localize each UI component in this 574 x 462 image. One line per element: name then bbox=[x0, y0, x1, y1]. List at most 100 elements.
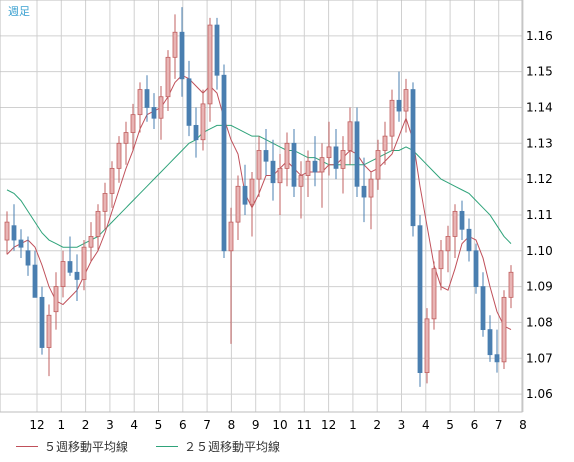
candle-body-up bbox=[452, 210, 458, 237]
candle-body-down bbox=[221, 74, 227, 252]
x-tick-label: 10 bbox=[272, 418, 287, 432]
y-tick-label: 1.06 bbox=[526, 387, 553, 401]
candle-body-down bbox=[242, 185, 248, 205]
candle-body-down bbox=[410, 89, 416, 227]
candle-body-down bbox=[67, 261, 73, 273]
candle-body-down bbox=[214, 24, 220, 76]
plot-background bbox=[0, 0, 522, 412]
candle bbox=[382, 121, 388, 165]
candle bbox=[256, 136, 262, 198]
candle-body-up bbox=[431, 268, 437, 320]
candle bbox=[459, 200, 465, 241]
candle-body-up bbox=[109, 167, 115, 194]
candle bbox=[438, 240, 444, 291]
candle-body-down bbox=[18, 239, 24, 248]
candle bbox=[305, 150, 311, 198]
candle bbox=[67, 236, 73, 276]
candle-body-down bbox=[193, 124, 199, 141]
candle-body-up bbox=[284, 142, 290, 169]
candle-body-up bbox=[298, 175, 304, 187]
candle bbox=[102, 182, 108, 230]
candle bbox=[319, 143, 325, 208]
candle-body-up bbox=[81, 246, 87, 280]
candle bbox=[466, 218, 472, 262]
candle-body-down bbox=[494, 354, 500, 363]
candle bbox=[277, 154, 283, 215]
candle bbox=[165, 50, 171, 112]
candle bbox=[88, 222, 94, 262]
grid bbox=[0, 0, 524, 412]
candle bbox=[375, 139, 381, 190]
candle bbox=[109, 161, 115, 208]
candle bbox=[25, 236, 31, 276]
x-tick-label: 2 bbox=[82, 418, 90, 432]
y-tick-label: 1.09 bbox=[526, 280, 553, 294]
x-tick-label: 7 bbox=[495, 418, 503, 432]
candle-body-down bbox=[179, 31, 185, 80]
candle bbox=[116, 136, 122, 183]
candle-body-up bbox=[95, 210, 101, 237]
candle-body-down bbox=[11, 225, 17, 241]
candle bbox=[473, 243, 479, 294]
candle bbox=[417, 214, 423, 387]
candles bbox=[4, 7, 514, 387]
candle bbox=[242, 164, 248, 215]
candle bbox=[172, 14, 178, 79]
x-tick-label: 8 bbox=[519, 418, 527, 432]
candle-body-up bbox=[235, 185, 241, 223]
candle-body-down bbox=[144, 89, 150, 108]
x-tick-label: 3 bbox=[398, 418, 406, 432]
candle-body-down bbox=[396, 99, 402, 112]
candle-body-up bbox=[445, 236, 451, 252]
y-tick-label: 1.14 bbox=[526, 100, 553, 114]
candle bbox=[151, 93, 157, 129]
candle-body-up bbox=[102, 193, 108, 212]
candle-body-up bbox=[116, 142, 122, 169]
candle bbox=[158, 85, 164, 140]
candle bbox=[368, 171, 374, 230]
candle-body-up bbox=[172, 31, 178, 58]
candle-body-up bbox=[207, 24, 213, 105]
candle bbox=[81, 240, 87, 291]
candle bbox=[354, 107, 360, 198]
candle-body-down bbox=[480, 286, 486, 331]
candle bbox=[270, 139, 276, 201]
candle bbox=[410, 82, 416, 237]
candle-body-up bbox=[508, 271, 514, 298]
candle-body-up bbox=[305, 160, 311, 176]
candle bbox=[361, 157, 367, 223]
candle-body-up bbox=[368, 178, 374, 198]
candle-body-up bbox=[200, 103, 206, 141]
candle bbox=[193, 107, 199, 158]
legend-swatch-ma25 bbox=[156, 446, 179, 447]
candle bbox=[179, 7, 185, 97]
x-tick-label: 4 bbox=[422, 418, 430, 432]
candle-body-up bbox=[277, 167, 283, 184]
candle-body-down bbox=[466, 228, 472, 252]
candle bbox=[445, 225, 451, 273]
candle-body-up bbox=[438, 250, 444, 270]
y-tick-label: 1.12 bbox=[526, 172, 553, 186]
candle-body-down bbox=[74, 271, 80, 280]
candle bbox=[312, 136, 318, 187]
candle bbox=[487, 315, 493, 362]
x-tick-label: 12 bbox=[321, 418, 336, 432]
candle bbox=[403, 78, 409, 133]
candle-body-up bbox=[403, 89, 409, 112]
x-tick-label: 9 bbox=[252, 418, 260, 432]
candle-body-up bbox=[123, 132, 129, 144]
candle bbox=[501, 290, 507, 370]
candle bbox=[431, 261, 437, 330]
candle bbox=[452, 204, 458, 258]
candle bbox=[144, 75, 150, 122]
x-tick-label: 3 bbox=[106, 418, 114, 432]
y-tick-label: 1.11 bbox=[526, 208, 553, 222]
y-tick-label: 1.13 bbox=[526, 136, 553, 150]
candle-body-down bbox=[354, 121, 360, 187]
candle-body-down bbox=[291, 142, 297, 187]
legend-label-ma5: ５週移動平均線 bbox=[44, 440, 129, 454]
candle-body-up bbox=[249, 178, 255, 205]
candle-body-down bbox=[270, 160, 276, 184]
candle bbox=[235, 175, 241, 241]
